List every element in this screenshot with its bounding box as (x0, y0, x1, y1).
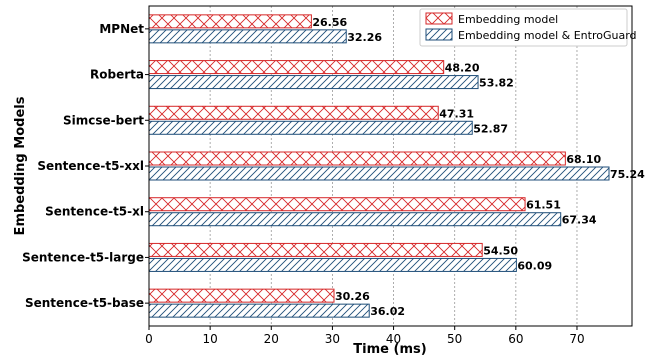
plot-frame (149, 6, 632, 326)
data-label: 30.26 (335, 290, 370, 303)
x-tick-label: 0 (145, 332, 153, 346)
category-label: Roberta (90, 68, 144, 82)
category-label: MPNet (99, 22, 144, 36)
data-label: 75.24 (610, 168, 645, 181)
category-label: Simcse-bert (63, 113, 144, 127)
x-tick-label: 10 (202, 332, 217, 346)
bar (149, 198, 525, 211)
bar (149, 106, 438, 119)
data-label: 68.10 (566, 153, 601, 166)
data-label: 48.20 (445, 62, 480, 75)
category-label: Sentence-t5-base (25, 296, 144, 310)
data-label: 26.56 (312, 16, 347, 29)
y-category-labels: MPNet Roberta Simcse-bert Sentence-t5-xxl Se… (22, 22, 149, 310)
x-tick-label: 50 (447, 332, 462, 346)
x-tick-label: 70 (569, 332, 584, 346)
x-tick-label: 30 (325, 332, 340, 346)
bar (149, 121, 472, 134)
category-label: Sentence-t5-large (22, 250, 144, 264)
data-label: 53.82 (479, 77, 514, 90)
data-label: 47.31 (439, 107, 474, 120)
data-label: 60.09 (517, 259, 552, 272)
bar (149, 30, 346, 43)
data-label: 36.02 (370, 305, 405, 318)
grid (210, 6, 577, 326)
category-label: Sentence-t5-xl (45, 205, 144, 219)
x-tick-label: 60 (508, 332, 523, 346)
legend-label: Embedding model (458, 13, 558, 26)
bar (149, 76, 478, 89)
data-label: 52.87 (473, 122, 508, 135)
data-label: 67.34 (562, 214, 597, 227)
bar (149, 258, 516, 271)
legend-swatch (426, 13, 452, 24)
bar (149, 289, 334, 302)
x-axis-title: Time (ms) (353, 342, 426, 357)
bar (149, 15, 311, 28)
legend-label: Embedding model & EntroGuard (458, 29, 637, 42)
bar (149, 152, 565, 165)
legend: Embedding model Embedding model & EntroGu… (420, 9, 637, 46)
data-label: 32.26 (347, 31, 382, 44)
category-label: Sentence-t5-xxl (37, 159, 144, 173)
x-tick-label: 20 (264, 332, 279, 346)
bar (149, 243, 482, 256)
data-label: 54.50 (483, 244, 518, 257)
data-label: 61.51 (526, 199, 561, 212)
bar (149, 304, 369, 317)
bar (149, 61, 444, 74)
legend-swatch (426, 29, 452, 40)
bar (149, 213, 561, 226)
bar (149, 167, 609, 180)
y-axis-title: Embedding Models (13, 96, 28, 235)
